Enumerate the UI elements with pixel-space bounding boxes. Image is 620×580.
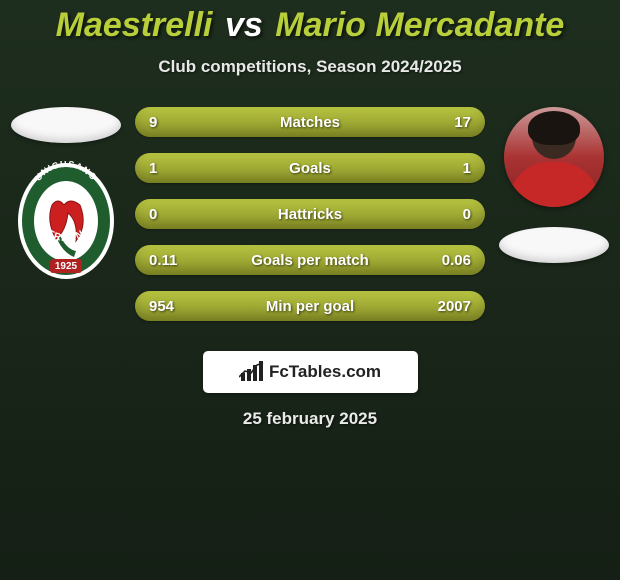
footer-brand-text: FcTables.com (269, 362, 381, 382)
title-vs: vs (225, 6, 263, 45)
stat-label: Goals per match (199, 252, 421, 269)
stats-table: 9 Matches 17 1 Goals 1 0 Hattricks 0 0.1… (135, 107, 485, 337)
stat-label: Goals (199, 160, 421, 177)
stat-row-hattricks: 0 Hattricks 0 (135, 199, 485, 229)
generation-date: 25 february 2025 (0, 409, 620, 429)
right-column (494, 107, 614, 263)
stat-row-goals: 1 Goals 1 (135, 153, 485, 183)
comparison-title: Maestrelli vs Mario Mercadante (0, 0, 620, 45)
badge-year: 1925 (55, 261, 78, 272)
stat-left-val: 1 (149, 160, 199, 177)
footer-brand-box[interactable]: FcTables.com (203, 351, 418, 393)
player2-photo (504, 107, 604, 207)
stat-right-val: 17 (421, 114, 471, 131)
stat-row-min-per-goal: 954 Min per goal 2007 (135, 291, 485, 321)
player1-name: Maestrelli (56, 6, 213, 45)
stat-label: Hattricks (199, 206, 421, 223)
stat-right-val: 0.06 (421, 252, 471, 269)
stat-right-val: 0 (421, 206, 471, 223)
player2-name: Mario Mercadante (275, 6, 564, 45)
player1-flag (11, 107, 121, 143)
chart-icon (239, 361, 265, 383)
main-area: UNICUSANO TERNANA 1925 9 Matches 17 1 (0, 107, 620, 347)
stat-left-val: 0.11 (149, 252, 199, 269)
stat-left-val: 0 (149, 206, 199, 223)
stat-label: Matches (199, 114, 421, 131)
player1-club-badge: UNICUSANO TERNANA 1925 (16, 161, 116, 281)
club-badge-svg: UNICUSANO TERNANA 1925 (16, 161, 116, 281)
stat-left-val: 9 (149, 114, 199, 131)
stat-label: Min per goal (199, 298, 421, 315)
stat-left-val: 954 (149, 298, 199, 315)
subtitle: Club competitions, Season 2024/2025 (0, 57, 620, 77)
stat-row-goals-per-match: 0.11 Goals per match 0.06 (135, 245, 485, 275)
stat-right-val: 1 (421, 160, 471, 177)
left-column: UNICUSANO TERNANA 1925 (6, 107, 126, 281)
stat-right-val: 2007 (421, 298, 471, 315)
stat-row-matches: 9 Matches 17 (135, 107, 485, 137)
player2-flag (499, 227, 609, 263)
